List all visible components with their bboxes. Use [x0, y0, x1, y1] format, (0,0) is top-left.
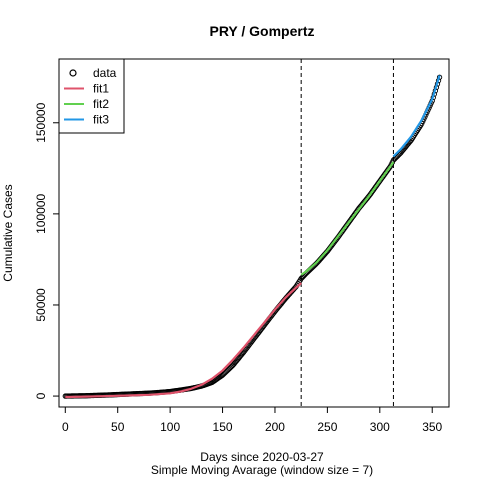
- y-tick-label: 0: [34, 392, 48, 399]
- x-axis-label: Days since 2020-03-27: [200, 450, 324, 464]
- y-tick-label: 50000: [34, 288, 48, 322]
- axis-ticks: 0 50 100 150 200 250 300 350 0 50000 100000 150000: [34, 102, 442, 434]
- x-axis-sublabel: Simple Moving Avarage (window size = 7): [151, 463, 373, 477]
- plot-area: [58, 58, 450, 408]
- fit-line-fit2: [300, 161, 395, 276]
- legend-key-data: [69, 69, 77, 77]
- plot-frame: [58, 58, 450, 408]
- x-tick-label: 100: [160, 420, 180, 434]
- x-tick-label: 200: [265, 420, 285, 434]
- y-axis-label: Cumulative Cases: [1, 184, 15, 281]
- fit-line-fit1: [65, 282, 302, 399]
- legend-label-fit2: fit2: [93, 97, 109, 111]
- x-tick-label: 300: [370, 420, 390, 434]
- legend-label-fit3: fit3: [93, 113, 109, 127]
- x-tick-label: 0: [62, 420, 69, 434]
- reference-lines: [300, 59, 394, 407]
- y-tick-label: 150000: [34, 102, 48, 142]
- fit-lines: [65, 75, 441, 399]
- data-point: [436, 74, 443, 80]
- fit-line-fit3: [392, 75, 441, 158]
- x-tick-label: 150: [213, 420, 233, 434]
- x-tick-label: 250: [317, 420, 337, 434]
- legend-label-data: data: [93, 66, 117, 80]
- legend-label-fit1: fit1: [93, 82, 109, 96]
- y-tick-label: 100000: [34, 194, 48, 234]
- chart-title: PRY / Gompertz: [209, 23, 314, 39]
- x-tick-label: 350: [422, 420, 442, 434]
- x-tick-label: 50: [111, 420, 125, 434]
